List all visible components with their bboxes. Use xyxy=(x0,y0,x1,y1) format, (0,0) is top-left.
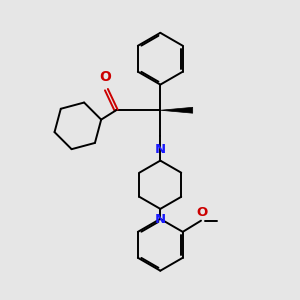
Text: N: N xyxy=(155,143,166,156)
Text: O: O xyxy=(99,70,111,84)
Text: N: N xyxy=(155,213,166,226)
Text: O: O xyxy=(196,206,208,220)
Polygon shape xyxy=(160,107,193,113)
